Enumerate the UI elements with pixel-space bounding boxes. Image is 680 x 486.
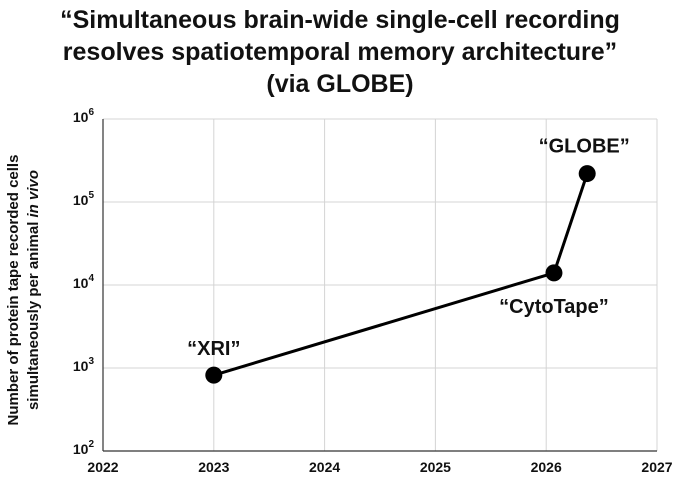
x-tick-label: 2022 <box>87 459 118 475</box>
point-labels: “XRI” “CytoTape” “GLOBE” <box>187 136 630 361</box>
data-point <box>545 264 563 282</box>
grid <box>102 118 658 452</box>
data-label: “XRI” <box>187 338 240 360</box>
x-tick-label: 2026 <box>531 459 562 475</box>
y-tick-label: 104 <box>73 273 95 291</box>
y-axis-label-line-2: simultaneously per animal in vivo <box>25 170 42 410</box>
data-label: “CytoTape” <box>499 296 609 318</box>
chart-title-line-2: resolves spatiotemporal memory architect… <box>62 38 618 66</box>
tick-labels: 2022 2023 2024 2025 2026 2027 102 103 104 105 106 <box>73 107 673 475</box>
x-tick-label: 2025 <box>420 459 451 475</box>
y-axis-label-line-1: Number of protein tape recorded cells <box>5 155 22 426</box>
x-tick-label: 2024 <box>309 459 340 475</box>
chart-title-line-1: “Simultaneous brain-wide single-cell rec… <box>60 6 620 34</box>
series-group <box>205 165 596 384</box>
y-axis-label-line-2-italic: in vivo <box>25 170 42 218</box>
y-axis-label: Number of protein tape recorded cells si… <box>5 155 42 426</box>
x-tick-label: 2027 <box>641 459 672 475</box>
chart-title: “Simultaneous brain-wide single-cell rec… <box>0 4 680 100</box>
data-point <box>205 366 223 384</box>
y-tick-label: 106 <box>73 107 95 125</box>
y-tick-label: 103 <box>73 356 95 374</box>
series-line <box>213 173 589 377</box>
x-tick-label: 2023 <box>198 459 229 475</box>
y-tick-label: 102 <box>73 439 95 457</box>
y-axis-label-line-2-main: simultaneously per animal <box>25 217 42 410</box>
chart-title-line-3: (via GLOBE) <box>266 70 414 98</box>
y-tick-label: 105 <box>73 190 95 208</box>
data-point <box>578 165 596 183</box>
data-label: “GLOBE” <box>539 136 630 158</box>
